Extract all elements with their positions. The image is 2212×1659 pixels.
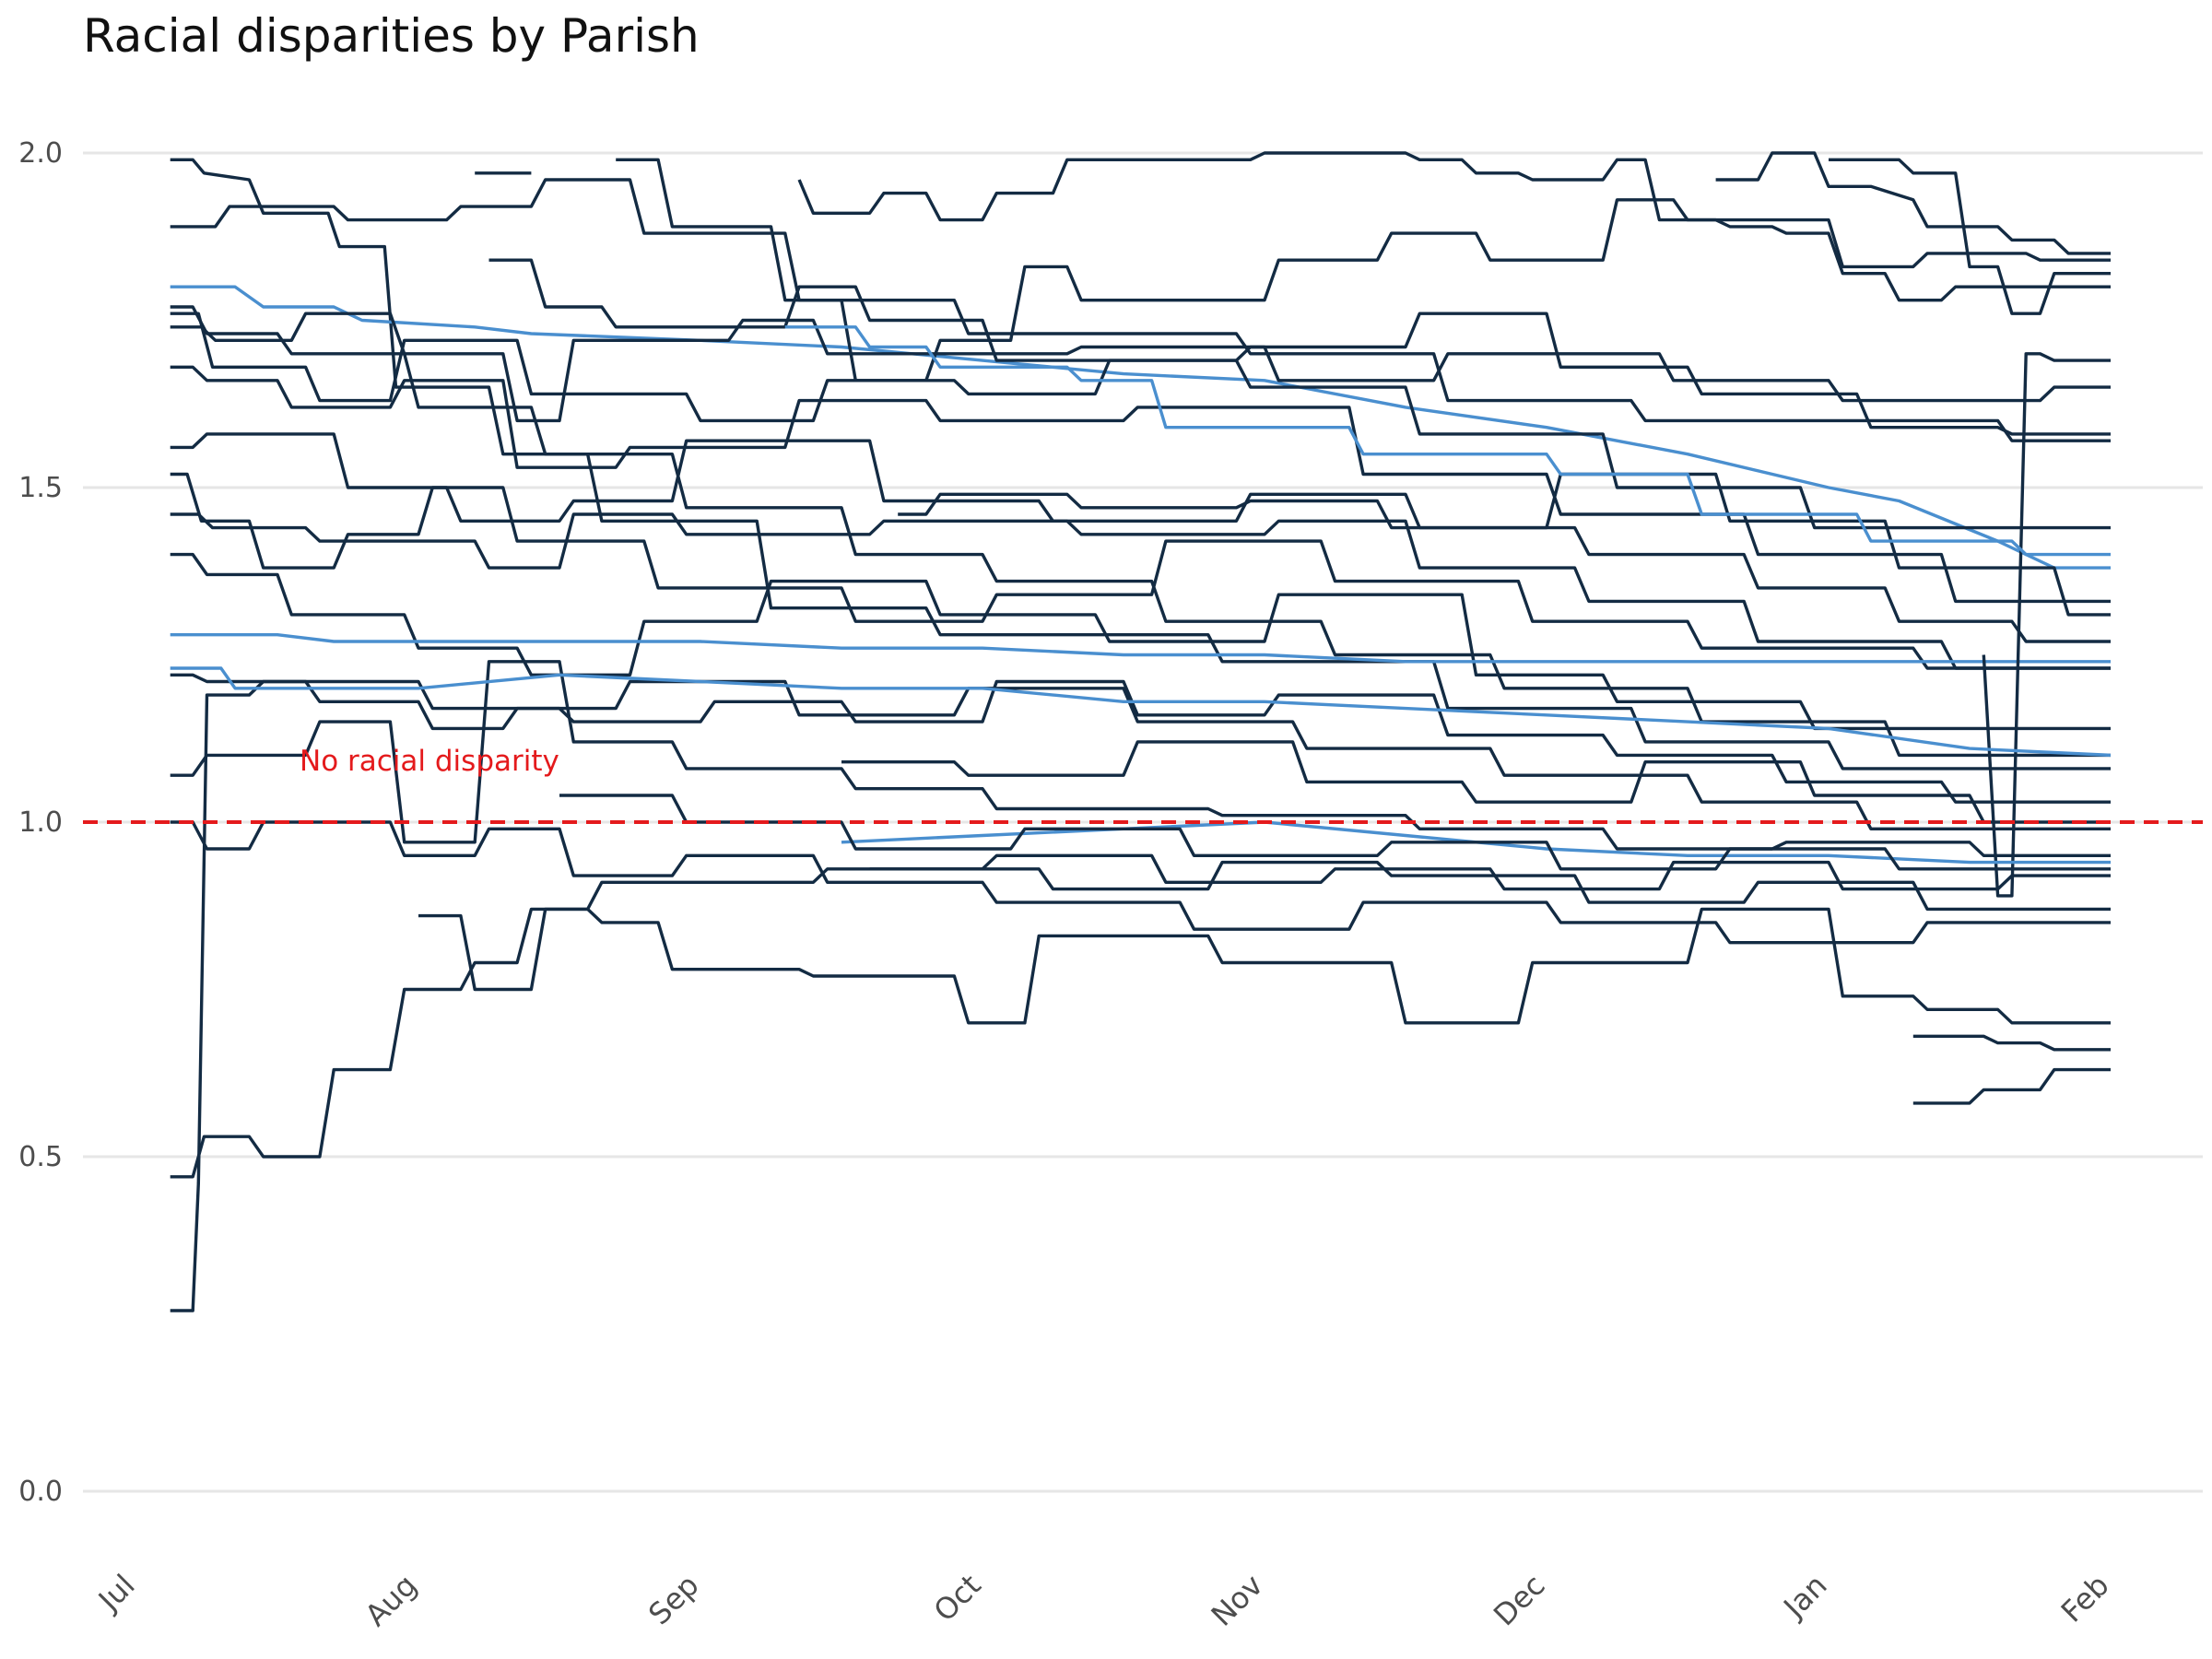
x-tick-label: Jan [1775, 1568, 1833, 1626]
reference-line-label: No racial disparity [300, 745, 559, 778]
series-line [170, 512, 2111, 670]
y-tick-label: 1.0 [18, 806, 63, 839]
series-line [1715, 151, 2111, 255]
series-line [170, 285, 2111, 570]
series-line [170, 432, 2111, 617]
series-line [170, 679, 2111, 1312]
chart-title: Racial disparities by Parish [83, 9, 700, 63]
x-tick-label: Jul [90, 1568, 142, 1619]
y-tick-label: 0.0 [18, 1476, 63, 1508]
y-tick-label: 1.5 [18, 472, 63, 504]
series-line [170, 660, 2111, 857]
x-tick-label: Aug [359, 1568, 424, 1633]
series-line [869, 853, 2111, 891]
x-axis: Jul Aug Sep Oct Nov Dec Jan Feb [90, 1568, 2116, 1633]
y-axis: 0.0 0.5 1.0 1.5 2.0 [18, 137, 63, 1508]
series-line [898, 492, 2111, 643]
series-line [170, 633, 2111, 664]
series-line [170, 860, 2111, 1179]
series-line [170, 178, 2111, 442]
series-line [488, 258, 2111, 436]
series-line [1912, 1034, 2111, 1052]
series-lines [170, 151, 2112, 1312]
series-line [1829, 158, 2111, 315]
x-tick-label: Oct [927, 1568, 988, 1629]
series-line [170, 312, 2111, 423]
series-line [1912, 1067, 2111, 1105]
y-tick-label: 0.5 [18, 1141, 63, 1173]
x-tick-label: Feb [2054, 1568, 2116, 1630]
series-line [170, 666, 2112, 758]
series-line [170, 673, 2111, 830]
series-line [616, 158, 2111, 382]
series-line [170, 552, 2111, 731]
series-line [797, 151, 2111, 302]
series-line [170, 305, 2111, 758]
series-line [170, 158, 2111, 771]
series-line [170, 472, 2111, 670]
series-line [784, 325, 2111, 557]
x-tick-label: Sep [641, 1568, 706, 1632]
x-tick-label: Dec [1487, 1568, 1552, 1633]
series-line [841, 740, 2111, 824]
series-line [1982, 352, 2111, 898]
x-tick-label: Nov [1205, 1568, 1270, 1633]
series-line [418, 907, 2111, 1025]
reference-layer: No racial disparity [83, 745, 2203, 824]
y-tick-label: 2.0 [18, 137, 63, 170]
